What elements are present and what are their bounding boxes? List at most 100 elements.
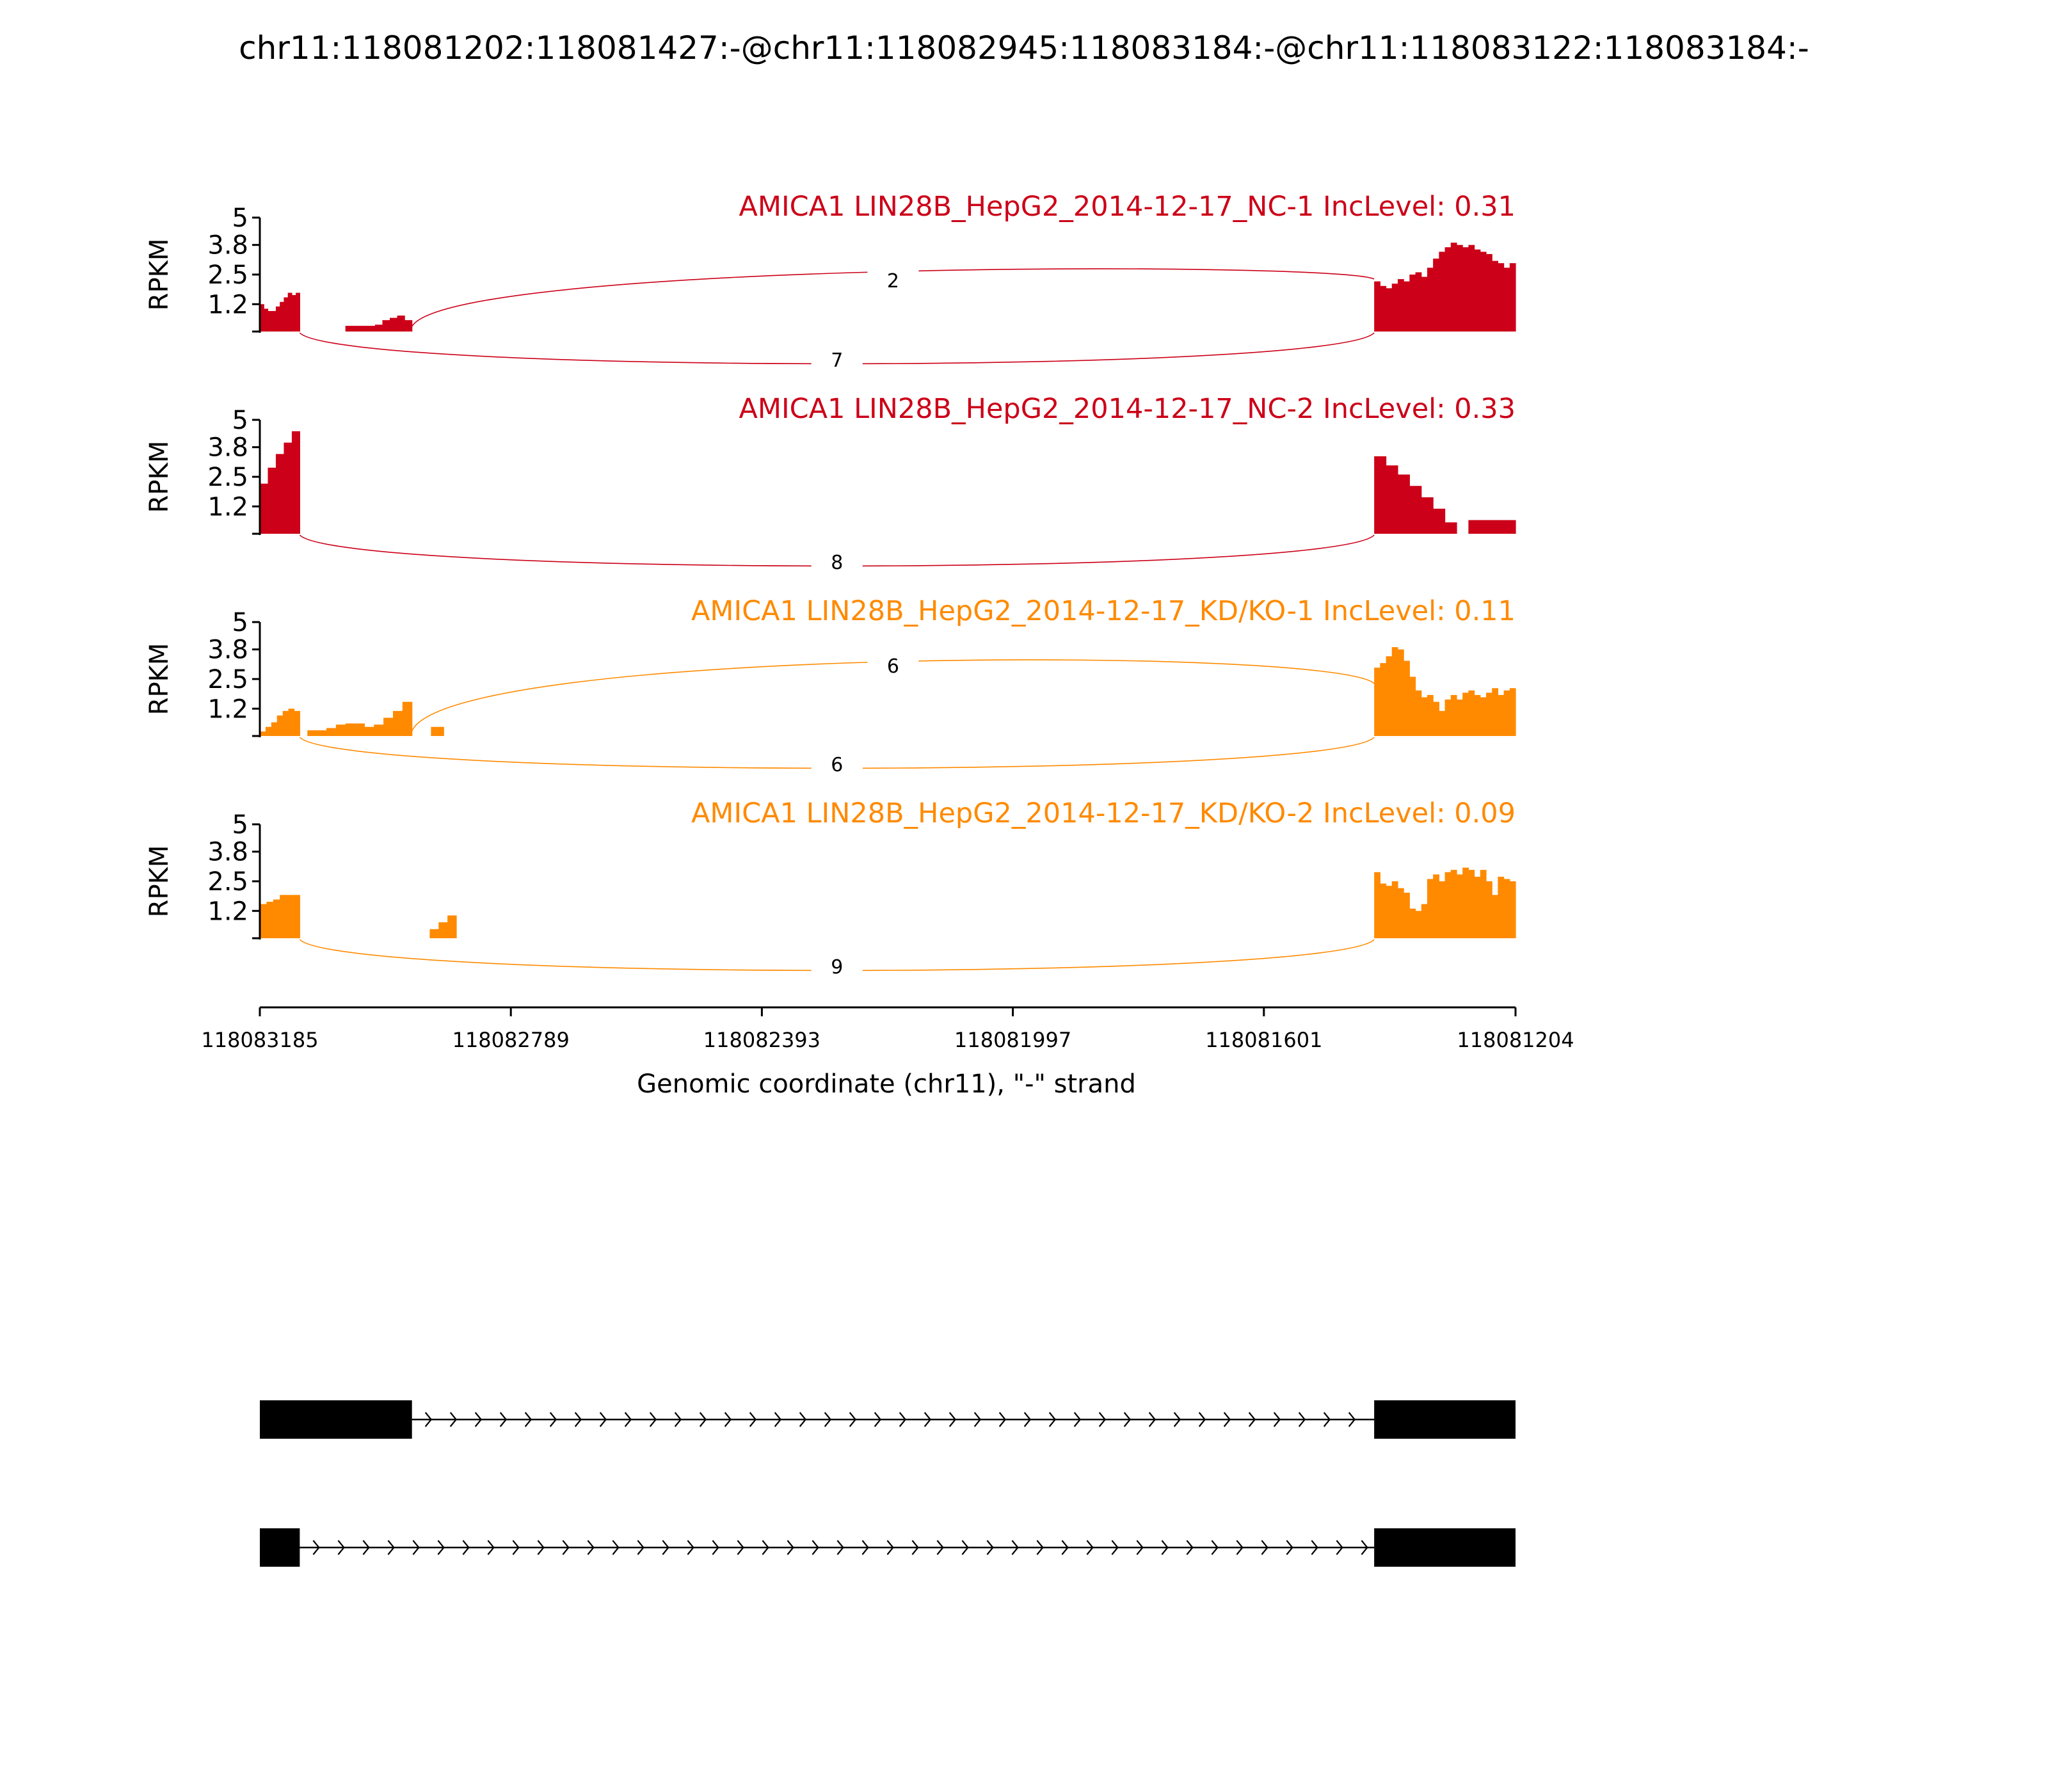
coverage-bar: [1468, 520, 1481, 534]
strand-chevron: [512, 1540, 520, 1555]
exon-block: [1374, 1400, 1516, 1439]
junction-label-bg: [867, 654, 919, 677]
track-3: 6 6 53.82.51.2 RPKM AMICA1 LIN28B_HepG2_2014…: [145, 595, 1516, 776]
strand-chevron: [936, 1540, 944, 1555]
y-tick-label: 5: [232, 608, 248, 637]
coverage-bar: [1397, 474, 1410, 534]
strand-chevron: [973, 1412, 982, 1427]
strand-chevron: [449, 1412, 458, 1427]
coverage-bar: [1503, 520, 1516, 534]
y-tick-label: 1.2: [207, 492, 248, 522]
strand-chevron: [774, 1412, 782, 1427]
junction-label-bg: [811, 550, 863, 573]
strand-chevron: [687, 1540, 694, 1555]
strand-chevron: [1236, 1540, 1244, 1555]
strand-chevron: [624, 1412, 632, 1427]
coverage-bar: [266, 902, 274, 938]
junction-count: 2: [887, 270, 899, 292]
coverage-bar: [1415, 272, 1422, 332]
coverage-bar: [1444, 247, 1452, 332]
strand-chevron: [849, 1412, 857, 1427]
coverage-bar: [1386, 656, 1393, 736]
coverage-bar: [1480, 870, 1487, 938]
coverage-bar: [1444, 872, 1452, 938]
strand-chevron: [574, 1412, 582, 1427]
track-title: AMICA1 LIN28B_HepG2_2014-12-17_KD/KO-1 I…: [691, 595, 1516, 627]
strand-chevron: [487, 1540, 495, 1555]
coverage-bar: [276, 715, 284, 736]
coverage-bar: [1409, 486, 1422, 534]
y-tick-label: 3.8: [207, 433, 248, 463]
coverage-bar: [1421, 697, 1428, 736]
strand-chevron: [1286, 1540, 1293, 1555]
coverage-bar: [1492, 895, 1498, 938]
strand-chevron: [712, 1540, 719, 1555]
coverage-bar: [1492, 520, 1505, 534]
coverage-bar: [374, 324, 383, 332]
strand-chevron: [524, 1412, 532, 1427]
coverage-bar: [1374, 872, 1380, 938]
coverage-bar: [260, 731, 266, 736]
coverage-bar: [282, 710, 289, 736]
coverage-bar: [1427, 879, 1434, 938]
coverage-bar: [345, 326, 353, 332]
coverage-bar: [1485, 253, 1492, 332]
x-tick-label: 118083185: [201, 1028, 318, 1052]
strand-chevron: [1111, 1540, 1119, 1555]
coverage-bar: [1397, 649, 1404, 736]
strand-chevron: [1186, 1540, 1194, 1555]
coverage-bar: [287, 292, 292, 332]
strand-chevron: [911, 1540, 919, 1555]
strand-chevron: [1348, 1412, 1356, 1427]
coverage-bar: [383, 717, 394, 736]
coverage-bar: [1456, 244, 1463, 332]
strand-chevron: [337, 1540, 345, 1555]
coverage-bar: [1439, 710, 1446, 736]
coverage-bar: [1421, 497, 1434, 534]
transcript-models: [260, 1400, 1516, 1567]
strand-chevron: [362, 1540, 370, 1555]
coverage-bar: [1492, 688, 1498, 736]
coverage-bar: [1404, 281, 1410, 332]
strand-chevron: [737, 1540, 744, 1555]
strand-chevron: [1173, 1412, 1181, 1427]
strand-chevron: [1011, 1540, 1019, 1555]
strand-chevron: [412, 1540, 420, 1555]
y-tick-label: 5: [232, 204, 248, 233]
strand-chevron: [812, 1540, 819, 1555]
y-tick-label: 2.5: [207, 463, 248, 492]
x-tick-label: 118081997: [954, 1028, 1071, 1052]
coverage-bar: [1485, 881, 1492, 938]
strand-chevron: [662, 1540, 669, 1555]
coverage-bar: [367, 326, 376, 332]
strand-chevron: [1223, 1412, 1231, 1427]
coverage-bar: [1462, 867, 1469, 938]
coverage-bar: [1468, 690, 1475, 736]
junction-count: 7: [831, 349, 843, 372]
strand-chevron: [861, 1540, 869, 1555]
strand-chevron: [499, 1412, 508, 1427]
coverage-bar: [1509, 263, 1516, 332]
y-tick-label: 3.8: [207, 636, 248, 665]
y-tick-label: 2.5: [207, 867, 248, 897]
strand-chevron: [424, 1412, 433, 1427]
coverage-bar: [326, 728, 337, 736]
coverage-bar: [1404, 660, 1410, 736]
coverage-bar: [1421, 904, 1428, 938]
coverage-bar: [374, 724, 384, 736]
coverage-bar: [1462, 692, 1469, 736]
coverage-bar: [437, 726, 444, 736]
strand-chevron: [1261, 1540, 1268, 1555]
coverage-bar: [1498, 876, 1505, 938]
track-title: AMICA1 LIN28B_HepG2_2014-12-17_KD/KO-2 I…: [691, 797, 1516, 829]
y-axis-label: RPKM: [145, 239, 174, 311]
strand-chevron: [1273, 1412, 1281, 1427]
strand-chevron: [1098, 1412, 1107, 1427]
coverage-bar: [1498, 263, 1505, 332]
coverage-bar: [1421, 276, 1428, 332]
strand-chevron: [387, 1540, 395, 1555]
coverage-bar: [1374, 668, 1380, 736]
coverage-bar: [1468, 870, 1475, 938]
y-tick-label: 1.2: [207, 897, 248, 926]
strand-chevron: [637, 1540, 644, 1555]
